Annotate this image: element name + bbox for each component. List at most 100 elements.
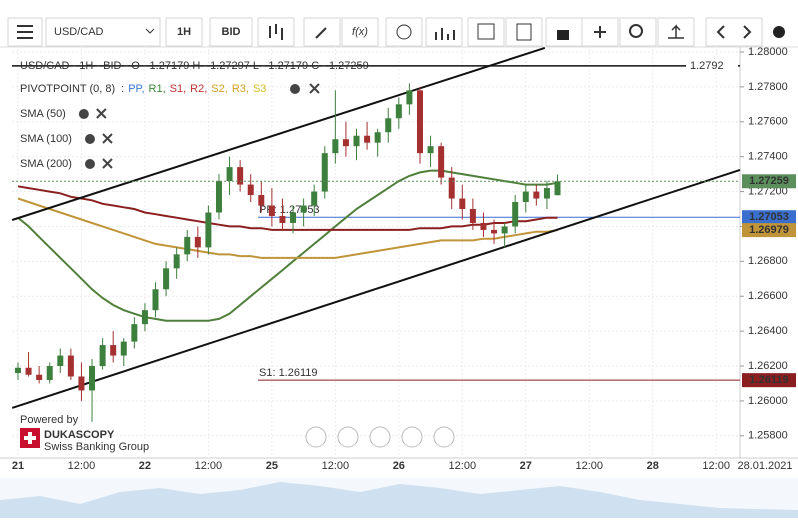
candle-body — [406, 90, 413, 105]
brand-name: DUKASCOPY — [44, 429, 115, 441]
horizontal-line-tag — [686, 59, 738, 72]
horizontal-line-label: 1.2792 — [690, 60, 724, 72]
side-button[interactable] — [209, 17, 253, 47]
x-tick-label: 28 — [647, 460, 659, 472]
icon — [716, 25, 752, 39]
pivot-tag — [742, 373, 796, 388]
nav-buttons[interactable] — [705, 17, 763, 47]
candle-body — [522, 191, 529, 203]
pivot-legend-level: S2, — [211, 83, 228, 95]
icon — [269, 24, 283, 40]
indicator-button[interactable] — [341, 17, 379, 47]
navigator-area — [0, 482, 798, 518]
candle-body — [469, 209, 476, 223]
icon — [435, 28, 455, 40]
zoom-button[interactable] — [619, 17, 657, 47]
period: 1H — [177, 26, 191, 38]
candle-body — [89, 366, 96, 391]
sma-line — [17, 197, 558, 259]
x-tick-label: 22 — [139, 460, 151, 472]
zoom-in[interactable] — [401, 426, 423, 448]
candle-body — [268, 205, 275, 216]
close-icon — [309, 83, 320, 94]
settings-icon — [84, 134, 95, 144]
price-tag-label: 1.27259 — [749, 175, 789, 187]
y-tick-label: 1.27600 — [748, 116, 788, 128]
y-tick-label: 1.26200 — [748, 360, 788, 372]
candle-body — [141, 310, 148, 325]
x-tick-label: 21 — [12, 460, 24, 472]
menu-icon — [17, 25, 33, 39]
icon — [594, 26, 606, 38]
pivot-legend-level: S1, — [170, 83, 187, 95]
pivot-legend-level: S3 — [253, 83, 266, 95]
candle-body — [448, 177, 455, 199]
candle-body — [14, 367, 21, 373]
x-tick-label: 12:00 — [449, 460, 477, 472]
news-button[interactable] — [505, 17, 543, 47]
reset[interactable] — [369, 426, 391, 448]
close-icon — [102, 158, 113, 169]
dropdown-icon — [145, 28, 155, 34]
candle-body — [385, 118, 392, 133]
pivot-legend-level: R2, — [190, 83, 207, 95]
volume-button[interactable] — [425, 17, 463, 47]
pivot-tag-label: 1.26119 — [749, 374, 788, 386]
candle-body — [554, 181, 561, 196]
info-button[interactable] — [385, 17, 423, 47]
candle-body — [46, 366, 53, 380]
header: USD/CAD - 1H - BID - O - 1.27179 H - 1.2… — [20, 60, 369, 72]
candle-body — [36, 374, 43, 380]
candle-body — [321, 153, 328, 192]
icon — [477, 23, 495, 40]
candle-body — [194, 236, 201, 248]
y-tick-label: 1.26600 — [748, 290, 788, 302]
candle-body — [342, 139, 349, 147]
instrument-select[interactable] — [45, 17, 161, 47]
x-tick-label: 12:00 — [702, 460, 730, 472]
icon: f(x) — [352, 26, 368, 38]
scroll-right[interactable] — [433, 426, 455, 448]
candle-body — [427, 146, 434, 154]
icon — [629, 24, 643, 38]
pivot-label: S1: 1.26119 — [259, 367, 318, 379]
zoom-out[interactable] — [337, 426, 359, 448]
candle-body — [258, 195, 265, 206]
candle-body — [226, 167, 233, 182]
settings-button[interactable] — [773, 26, 785, 38]
y-tick-label: 1.27200 — [748, 185, 788, 197]
x-tick-label: 12:00 — [68, 460, 96, 472]
scroll-left[interactable] — [305, 426, 327, 448]
side: BID — [222, 26, 241, 38]
candle-body — [57, 355, 64, 367]
sma-tag-label: 1.26979 — [749, 224, 789, 236]
pivot-tag — [742, 210, 796, 225]
logo-cross — [24, 432, 36, 444]
close-icon — [102, 133, 113, 144]
pivot-legend-name: PIVOTPOINT (0, 8) — [20, 83, 115, 95]
candle-body — [152, 289, 159, 311]
candle-body — [215, 181, 222, 213]
settings-icon — [78, 109, 89, 119]
candle-body — [184, 236, 191, 255]
pivot-legend: PIVOTPOINT (0, 8): PP, R1, S1, R2, S2, R3, S3 — [20, 83, 266, 95]
candle-body — [290, 212, 297, 223]
candle-body — [163, 268, 170, 290]
candle-body — [438, 146, 445, 178]
icon — [315, 27, 327, 39]
calendar-button[interactable] — [467, 17, 505, 47]
icon — [396, 24, 412, 40]
candle-body — [512, 202, 519, 227]
candle-body — [110, 345, 117, 356]
y-tick-label: 1.26400 — [748, 325, 788, 337]
trendline — [11, 47, 546, 221]
instrument: USD/CAD — [54, 26, 104, 38]
x-tick-label: 12:00 — [322, 460, 350, 472]
pivot-tag-label: 1.27053 — [749, 211, 789, 223]
x-tick-label: 12:00 — [575, 460, 603, 472]
y-tick-label: 1.26800 — [748, 255, 788, 267]
candle-body — [416, 90, 423, 154]
candle-body — [332, 139, 339, 154]
x-tick-label: 26 — [393, 460, 405, 472]
period-button[interactable] — [165, 17, 203, 47]
